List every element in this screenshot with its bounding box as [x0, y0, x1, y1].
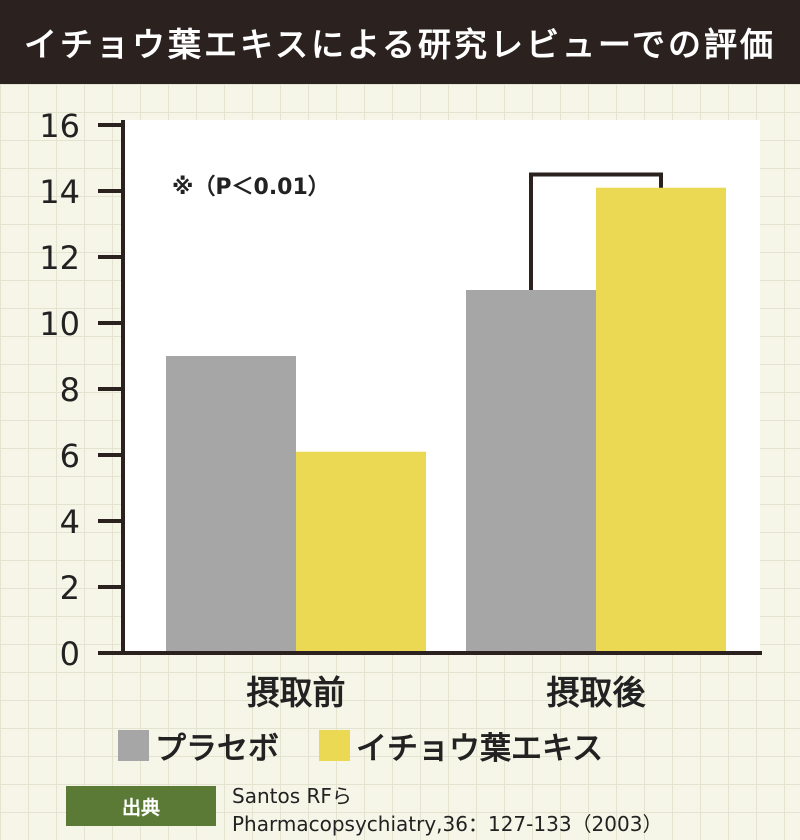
y-tick-label-4: 4 — [60, 503, 80, 541]
y-tick-label-2: 2 — [60, 569, 80, 607]
y-tick-label-6: 6 — [60, 437, 80, 475]
legend-swatch-ginkgo — [319, 729, 350, 761]
x-category-label-1: 摂取後 — [547, 673, 647, 712]
y-tick-label-12: 12 — [39, 239, 80, 277]
y-tick-label-16: 16 — [39, 107, 80, 145]
y-tick-label-10: 10 — [39, 305, 80, 343]
source-citation: 出典 Santos RFら Pharmacopsychiatry,36：127-… — [66, 782, 766, 838]
legend-swatch-placebo — [118, 729, 149, 761]
legend-item-ginkgo: イチョウ葉エキス — [319, 723, 603, 768]
legend-label-ginkgo: イチョウ葉エキス — [356, 730, 604, 767]
chart-legend: プラセボ イチョウ葉エキス — [118, 723, 643, 768]
bar-placebo-1 — [466, 290, 596, 653]
legend-item-placebo: プラセボ — [118, 723, 279, 768]
bar-ginkgo-1 — [596, 187, 726, 653]
source-line-1: Santos RFら — [232, 784, 352, 808]
source-badge: 出典 — [66, 786, 216, 826]
significance-bracket — [529, 172, 663, 290]
x-category-label-0: 摂取前 — [247, 673, 346, 712]
significance-annotation: ※（P＜0.01） — [172, 175, 330, 200]
source-line-2: Pharmacopsychiatry,36：127-133（2003） — [232, 812, 663, 836]
bar-chart: 0 2 4 6 8 10 12 14 16 摂取前 摂取後 ※（P＜0.01） — [39, 107, 762, 712]
source-text: Santos RFら Pharmacopsychiatry,36：127-133… — [232, 782, 662, 838]
chart-title-bar: イチョウ葉エキスによる研究レビューでの評価 — [0, 0, 800, 84]
bar-placebo-0 — [166, 356, 296, 653]
bar-ginkgo-0 — [296, 451, 426, 653]
y-tick-label-8: 8 — [60, 371, 80, 409]
legend-label-placebo: プラセボ — [155, 730, 279, 767]
y-tick-label-14: 14 — [39, 173, 80, 211]
y-tick-label-0: 0 — [60, 635, 80, 673]
chart-title: イチョウ葉エキスによる研究レビューでの評価 — [23, 25, 777, 64]
